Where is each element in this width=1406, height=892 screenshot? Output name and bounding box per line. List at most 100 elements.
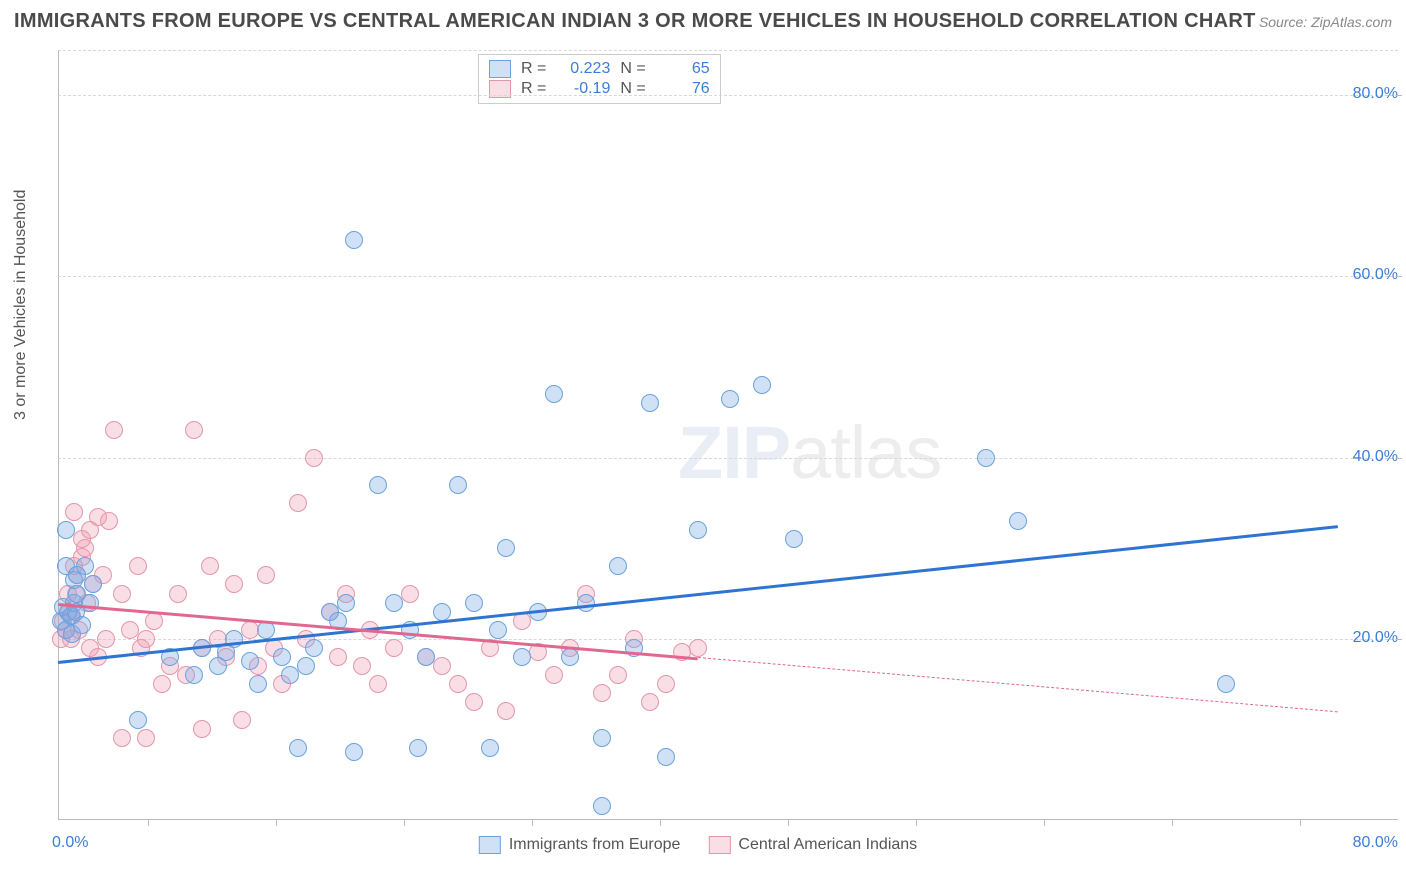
data-point-pink bbox=[593, 684, 611, 702]
source-prefix: Source: bbox=[1259, 14, 1311, 30]
data-point-blue bbox=[81, 594, 99, 612]
data-point-pink bbox=[97, 630, 115, 648]
data-point-blue bbox=[513, 648, 531, 666]
data-point-pink bbox=[137, 729, 155, 747]
data-point-pink bbox=[89, 508, 107, 526]
legend-item-blue: Immigrants from Europe bbox=[479, 836, 681, 854]
x-tick-mark bbox=[1172, 820, 1173, 826]
data-point-pink bbox=[289, 494, 307, 512]
data-point-blue bbox=[297, 657, 315, 675]
correlation-stats-box: R = 0.223 N = 65 R = -0.19 N = 76 bbox=[478, 54, 721, 104]
data-point-blue bbox=[417, 648, 435, 666]
x-tick-mark bbox=[916, 820, 917, 826]
data-point-pink bbox=[369, 675, 387, 693]
swatch-blue bbox=[489, 60, 511, 78]
data-point-blue bbox=[249, 675, 267, 693]
data-point-blue bbox=[289, 739, 307, 757]
data-point-blue bbox=[185, 666, 203, 684]
x-axis-line bbox=[58, 819, 1398, 820]
stats-row-blue: R = 0.223 N = 65 bbox=[489, 59, 710, 79]
x-tick-mark bbox=[276, 820, 277, 826]
x-tick-mark bbox=[1300, 820, 1301, 826]
y-tick-label: 40.0% bbox=[1342, 448, 1398, 466]
data-point-blue bbox=[593, 797, 611, 815]
data-point-blue bbox=[593, 729, 611, 747]
data-point-blue bbox=[345, 743, 363, 761]
data-point-blue bbox=[497, 539, 515, 557]
data-point-blue bbox=[76, 557, 94, 575]
r-label-blue: R = bbox=[521, 60, 546, 78]
data-point-blue bbox=[57, 521, 75, 539]
r-value-blue: 0.223 bbox=[556, 60, 610, 78]
data-point-blue bbox=[409, 739, 427, 757]
data-point-pink bbox=[449, 675, 467, 693]
data-point-blue bbox=[657, 748, 675, 766]
legend-label-pink: Central American Indians bbox=[738, 836, 917, 854]
y-axis-line bbox=[58, 50, 59, 820]
data-point-pink bbox=[465, 693, 483, 711]
data-point-blue bbox=[369, 476, 387, 494]
data-point-pink bbox=[329, 648, 347, 666]
data-point-pink bbox=[193, 720, 211, 738]
x-tick-min: 0.0% bbox=[52, 834, 88, 852]
y-tick-label: 80.0% bbox=[1342, 85, 1398, 103]
x-tick-mark bbox=[660, 820, 661, 826]
y-tick-mark bbox=[1396, 639, 1402, 640]
n-label-blue: N = bbox=[620, 60, 645, 78]
data-point-pink bbox=[233, 711, 251, 729]
data-point-blue bbox=[489, 621, 507, 639]
data-point-pink bbox=[137, 630, 155, 648]
data-point-pink bbox=[169, 585, 187, 603]
trendline-dashed bbox=[698, 657, 1338, 712]
data-point-blue bbox=[241, 652, 259, 670]
x-tick-max: 80.0% bbox=[1353, 834, 1398, 852]
n-value-blue: 65 bbox=[656, 60, 710, 78]
data-point-blue bbox=[577, 594, 595, 612]
y-tick-label: 20.0% bbox=[1342, 629, 1398, 647]
y-tick-mark bbox=[1396, 458, 1402, 459]
data-point-pink bbox=[497, 702, 515, 720]
gridline bbox=[58, 458, 1398, 459]
header: IMMIGRANTS FROM EUROPE VS CENTRAL AMERIC… bbox=[0, 0, 1406, 39]
data-point-blue bbox=[345, 231, 363, 249]
data-point-blue bbox=[465, 594, 483, 612]
data-point-pink bbox=[65, 503, 83, 521]
y-axis-label: 3 or more Vehicles in Household bbox=[12, 190, 30, 420]
gridline bbox=[58, 95, 1398, 96]
legend-swatch-blue bbox=[479, 836, 501, 854]
data-point-blue bbox=[721, 390, 739, 408]
y-tick-label: 60.0% bbox=[1342, 266, 1398, 284]
data-point-pink bbox=[129, 557, 147, 575]
data-point-blue bbox=[273, 648, 291, 666]
source-attribution: Source: ZipAtlas.com bbox=[1259, 10, 1392, 30]
data-point-blue bbox=[281, 666, 299, 684]
data-point-pink bbox=[433, 657, 451, 675]
watermark-zip: ZIP bbox=[678, 411, 790, 494]
data-point-blue bbox=[385, 594, 403, 612]
data-point-blue bbox=[73, 616, 91, 634]
data-point-blue bbox=[337, 594, 355, 612]
data-point-pink bbox=[657, 675, 675, 693]
data-point-pink bbox=[105, 421, 123, 439]
x-tick-mark bbox=[148, 820, 149, 826]
data-point-pink bbox=[545, 666, 563, 684]
data-point-blue bbox=[305, 639, 323, 657]
data-point-pink bbox=[113, 585, 131, 603]
data-point-blue bbox=[689, 521, 707, 539]
data-point-blue bbox=[977, 449, 995, 467]
data-point-blue bbox=[449, 476, 467, 494]
data-point-blue bbox=[753, 376, 771, 394]
data-point-blue bbox=[1217, 675, 1235, 693]
data-point-blue bbox=[129, 711, 147, 729]
scatter-chart: ZIPatlas R = 0.223 N = 65 R = -0.19 N = … bbox=[58, 50, 1338, 820]
data-point-pink bbox=[225, 575, 243, 593]
data-point-pink bbox=[641, 693, 659, 711]
gridline bbox=[58, 50, 1398, 51]
data-point-pink bbox=[385, 639, 403, 657]
data-point-pink bbox=[401, 585, 419, 603]
data-point-pink bbox=[185, 421, 203, 439]
data-point-blue bbox=[84, 575, 102, 593]
data-point-blue bbox=[481, 739, 499, 757]
x-tick-mark bbox=[788, 820, 789, 826]
data-point-pink bbox=[113, 729, 131, 747]
